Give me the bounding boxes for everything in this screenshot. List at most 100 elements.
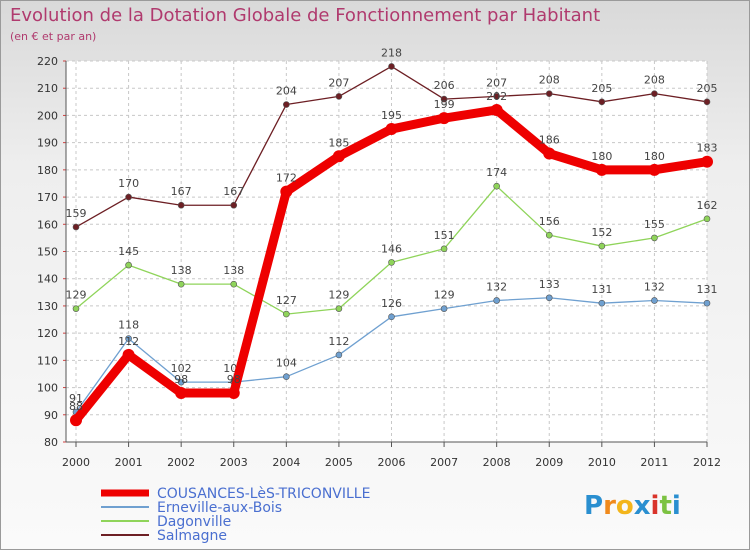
data-point bbox=[595, 163, 608, 176]
data-point bbox=[332, 150, 345, 163]
data-point bbox=[493, 182, 500, 190]
data-point bbox=[70, 414, 82, 427]
logo-letter: i bbox=[650, 491, 660, 521]
data-label: 167 bbox=[171, 185, 192, 198]
legend: COUSANCES-LèS-TRICONVILLEErneville-aux-B… bbox=[101, 486, 370, 544]
data-point bbox=[125, 261, 132, 269]
y-tick-label: 160 bbox=[37, 218, 58, 231]
data-point bbox=[72, 223, 80, 231]
data-point bbox=[175, 387, 188, 400]
y-tick-label: 190 bbox=[37, 137, 58, 150]
data-label: 127 bbox=[276, 294, 297, 307]
data-point bbox=[440, 305, 448, 312]
data-point bbox=[651, 297, 658, 304]
y-tick-label: 90 bbox=[44, 409, 58, 422]
data-label: 195 bbox=[381, 109, 402, 122]
data-point bbox=[440, 95, 448, 103]
y-tick-label: 130 bbox=[37, 300, 58, 313]
data-label: 138 bbox=[223, 264, 244, 277]
data-point bbox=[385, 123, 398, 136]
data-label: 118 bbox=[118, 319, 139, 332]
data-label: 145 bbox=[118, 245, 139, 258]
data-label: 126 bbox=[381, 297, 402, 310]
data-label: 129 bbox=[328, 289, 349, 302]
data-point bbox=[388, 313, 395, 321]
data-point bbox=[388, 259, 395, 266]
data-point bbox=[230, 280, 238, 288]
data-point bbox=[177, 280, 185, 288]
data-label: 129 bbox=[434, 289, 455, 302]
data-point bbox=[388, 63, 395, 70]
logo-letter: r bbox=[603, 491, 616, 521]
legend-label: Erneville-aux-Bois bbox=[157, 500, 282, 516]
y-tick-label: 120 bbox=[37, 327, 58, 340]
data-point bbox=[177, 201, 185, 209]
logo-letter: o bbox=[615, 491, 634, 521]
data-point bbox=[438, 112, 451, 125]
data-label: 146 bbox=[381, 242, 402, 255]
data-label: 159 bbox=[66, 207, 87, 220]
series-salmagne: 159 170 167 167 204 207 218 206 207 208 205 208 205 bbox=[66, 46, 718, 231]
logo-letter: t bbox=[659, 491, 672, 521]
y-tick-label: 140 bbox=[37, 273, 58, 286]
x-tick-label: 2003 bbox=[220, 456, 248, 469]
proxiti-logo: Proxiti bbox=[584, 491, 681, 521]
x-tick-label: 2006 bbox=[378, 456, 406, 469]
data-label: 204 bbox=[276, 85, 297, 98]
y-tick-label: 220 bbox=[37, 55, 58, 68]
chart-subtitle: (en € et par an) bbox=[10, 30, 97, 43]
data-point bbox=[598, 299, 606, 307]
data-label: 170 bbox=[118, 177, 139, 190]
data-label: 174 bbox=[486, 166, 507, 179]
data-label: 186 bbox=[539, 134, 560, 147]
legend-label: Salmagne bbox=[157, 528, 227, 544]
series-cousances-l-s-triconville: 88 112 98 98 172 185 195 199 202 186 180 180 183 bbox=[69, 90, 718, 427]
y-tick-label: 150 bbox=[37, 246, 58, 259]
data-point bbox=[335, 351, 343, 359]
data-point bbox=[543, 147, 556, 160]
data-label: 185 bbox=[328, 136, 349, 149]
data-label: 131 bbox=[591, 283, 612, 296]
data-point bbox=[335, 93, 343, 100]
x-tick-label: 2009 bbox=[535, 456, 563, 469]
data-label: 133 bbox=[539, 278, 560, 291]
data-label: 155 bbox=[644, 218, 665, 231]
data-label: 202 bbox=[486, 90, 507, 103]
x-tick-label: 2008 bbox=[483, 456, 511, 469]
data-point bbox=[283, 310, 290, 318]
data-point bbox=[703, 299, 711, 307]
legend-label: Dagonville bbox=[157, 514, 231, 530]
data-label: 207 bbox=[328, 76, 349, 89]
x-tick-label: 2005 bbox=[325, 456, 353, 469]
data-label: 183 bbox=[697, 142, 718, 155]
x-tick-label: 2000 bbox=[62, 456, 90, 469]
data-label: 180 bbox=[644, 150, 665, 163]
data-label: 98 bbox=[227, 373, 241, 386]
data-point bbox=[283, 101, 290, 108]
x-tick-label: 2002 bbox=[167, 456, 195, 469]
data-point bbox=[493, 93, 500, 100]
data-label: 151 bbox=[434, 229, 455, 242]
data-point bbox=[493, 297, 500, 304]
data-point bbox=[335, 305, 343, 312]
data-point bbox=[598, 98, 606, 106]
x-tick-label: 2004 bbox=[272, 456, 300, 469]
data-label: 206 bbox=[434, 79, 455, 92]
chart-title: Evolution de la Dotation Globale de Fonc… bbox=[10, 5, 601, 26]
x-tick-label: 2010 bbox=[588, 456, 616, 469]
data-label: 207 bbox=[486, 76, 507, 89]
grid bbox=[66, 60, 708, 443]
y-tick-label: 210 bbox=[37, 82, 58, 95]
data-point bbox=[177, 378, 185, 386]
data-label: 156 bbox=[539, 215, 560, 228]
data-label: 132 bbox=[644, 280, 665, 293]
data-label: 88 bbox=[69, 400, 83, 413]
x-tick-label: 2001 bbox=[115, 456, 143, 469]
data-point bbox=[648, 163, 661, 176]
data-label: 91 bbox=[69, 392, 83, 405]
legend-label: COUSANCES-LèS-TRICONVILLE bbox=[157, 486, 370, 502]
data-point bbox=[545, 90, 553, 97]
data-label: 112 bbox=[118, 335, 139, 348]
